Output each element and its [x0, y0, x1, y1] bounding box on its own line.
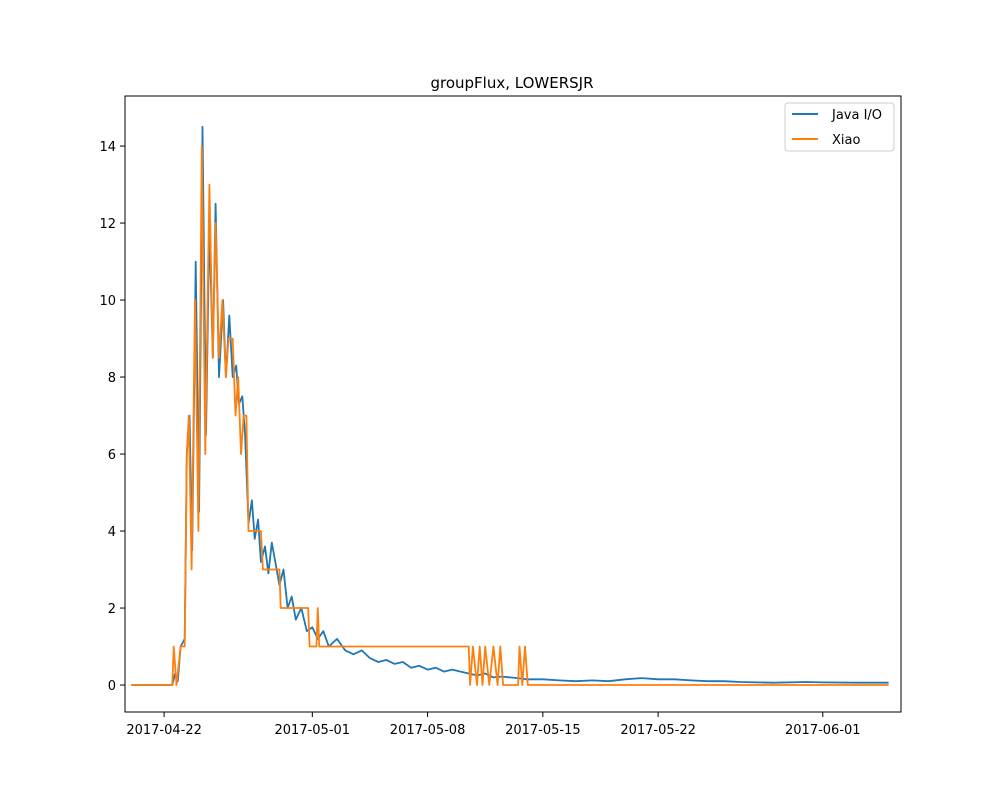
series-layer [131, 125, 889, 686]
y-tick-label: 4 [108, 525, 116, 540]
legend-label-java-io: Java I/O [831, 108, 882, 123]
x-tick-label: 2017-05-22 [620, 723, 696, 738]
series-line-xiao [131, 145, 889, 686]
x-tick-label: 2017-05-15 [505, 723, 581, 738]
y-tick-label: 10 [99, 294, 116, 309]
y-tick-label: 6 [108, 448, 116, 463]
y-tick-label: 8 [108, 371, 116, 386]
legend: Java I/O Xiao [784, 102, 895, 152]
x-axis: 2017-04-22 2017-05-01 2017-05-08 2017-05-15… [126, 712, 861, 738]
y-tick-label: 2 [108, 602, 116, 617]
y-axis: 0 2 4 6 8 10 12 14 [99, 140, 125, 694]
y-tick-label: 0 [108, 679, 116, 694]
y-tick-label: 12 [99, 217, 116, 232]
x-tick-label: 2017-05-08 [390, 723, 466, 738]
chart-title: groupFlux, LOWERSJR [430, 74, 593, 92]
legend-label-xiao: Xiao [832, 133, 860, 148]
x-tick-label: 2017-06-01 [785, 723, 861, 738]
y-tick-label: 14 [99, 140, 116, 155]
x-tick-label: 2017-05-01 [275, 723, 351, 738]
plot-frame [124, 95, 902, 713]
x-tick-label: 2017-04-22 [126, 723, 202, 738]
plot-area [125, 96, 901, 712]
